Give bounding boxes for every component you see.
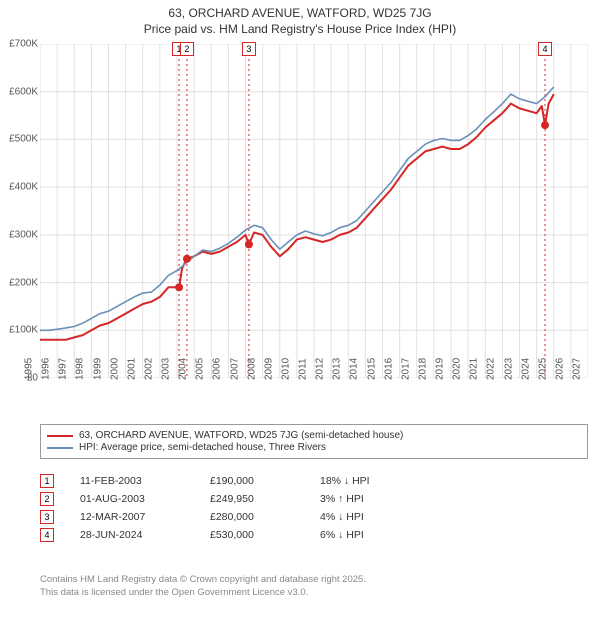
x-tick-label: 2022: [486, 358, 497, 380]
x-tick-label: 2011: [298, 358, 309, 380]
x-tick-label: 2012: [315, 358, 326, 380]
x-tick-label: 1996: [41, 358, 52, 380]
x-tick-label: 1995: [24, 358, 35, 380]
y-tick-label: £400K: [0, 182, 38, 193]
y-tick-label: £300K: [0, 229, 38, 240]
chart-area: £0£100K£200K£300K£400K£500K£600K£700K 12…: [40, 44, 588, 378]
x-tick-label: 2004: [178, 358, 189, 380]
x-tick-label: 2014: [349, 358, 360, 380]
x-tick-label: 2016: [383, 358, 394, 380]
y-tick-label: £100K: [0, 325, 38, 336]
x-tick-label: 2026: [554, 358, 565, 380]
y-tick-label: £700K: [0, 39, 38, 50]
x-tick-label: 1999: [92, 358, 103, 380]
marker-number-box: 4: [538, 42, 552, 56]
legend-swatch: [47, 447, 73, 449]
x-tick-label: 2023: [503, 358, 514, 380]
event-delta: 18% ↓ HPI: [320, 475, 370, 487]
x-tick-label: 2027: [572, 358, 583, 380]
x-tick-label: 2018: [417, 358, 428, 380]
footer-line-1: Contains HM Land Registry data © Crown c…: [40, 574, 588, 587]
legend-item: HPI: Average price, semi-detached house,…: [47, 442, 581, 453]
event-date: 28-JUN-2024: [80, 529, 210, 541]
marker-number-box: 2: [180, 42, 194, 56]
x-tick-label: 2002: [143, 358, 154, 380]
event-row: 4 28-JUN-2024£530,0006% ↓ HPI: [40, 528, 588, 542]
event-price: £530,000: [210, 529, 320, 541]
x-tick-label: 2013: [332, 358, 343, 380]
event-number: 4: [40, 528, 54, 542]
x-tick-label: 1998: [75, 358, 86, 380]
x-tick-label: 2005: [195, 358, 206, 380]
event-number: 1: [40, 474, 54, 488]
chart-svg: [40, 44, 588, 378]
legend-label: HPI: Average price, semi-detached house,…: [79, 442, 326, 453]
chart-title-line2: Price paid vs. HM Land Registry's House …: [0, 20, 600, 36]
event-price: £280,000: [210, 511, 320, 523]
x-tick-label: 2000: [109, 358, 120, 380]
event-number: 2: [40, 492, 54, 506]
chart-title-line1: 63, ORCHARD AVENUE, WATFORD, WD25 7JG: [0, 0, 600, 20]
footer: Contains HM Land Registry data © Crown c…: [40, 574, 588, 600]
x-tick-label: 2001: [126, 358, 137, 380]
legend: 63, ORCHARD AVENUE, WATFORD, WD25 7JG (s…: [40, 424, 588, 459]
event-date: 01-AUG-2003: [80, 493, 210, 505]
x-tick-label: 2010: [280, 358, 291, 380]
event-delta: 4% ↓ HPI: [320, 511, 364, 523]
x-tick-label: 2017: [400, 358, 411, 380]
event-row: 1 11-FEB-2003£190,00018% ↓ HPI: [40, 474, 588, 488]
x-axis-ticks: 1995199619971998199920002001200220032004…: [40, 380, 588, 420]
event-row: 2 01-AUG-2003£249,9503% ↑ HPI: [40, 492, 588, 506]
event-row: 3 12-MAR-2007£280,0004% ↓ HPI: [40, 510, 588, 524]
x-tick-label: 2019: [435, 358, 446, 380]
footer-line-2: This data is licensed under the Open Gov…: [40, 587, 588, 600]
y-tick-label: £500K: [0, 134, 38, 145]
x-tick-label: 2003: [161, 358, 172, 380]
event-price: £249,950: [210, 493, 320, 505]
x-tick-label: 2008: [246, 358, 257, 380]
event-delta: 3% ↑ HPI: [320, 493, 364, 505]
event-number: 3: [40, 510, 54, 524]
legend-item: 63, ORCHARD AVENUE, WATFORD, WD25 7JG (s…: [47, 430, 581, 441]
x-tick-label: 2024: [520, 358, 531, 380]
x-tick-label: 1997: [58, 358, 69, 380]
event-date: 12-MAR-2007: [80, 511, 210, 523]
x-tick-label: 2025: [537, 358, 548, 380]
event-delta: 6% ↓ HPI: [320, 529, 364, 541]
y-tick-label: £600K: [0, 86, 38, 97]
marker-number-box: 3: [242, 42, 256, 56]
x-tick-label: 2007: [229, 358, 240, 380]
x-tick-label: 2020: [452, 358, 463, 380]
x-tick-label: 2009: [263, 358, 274, 380]
event-date: 11-FEB-2003: [80, 475, 210, 487]
events-table: 1 11-FEB-2003£190,00018% ↓ HPI 2 01-AUG-200…: [40, 470, 588, 546]
y-tick-label: £200K: [0, 277, 38, 288]
x-tick-label: 2021: [469, 358, 480, 380]
legend-swatch: [47, 435, 73, 437]
legend-label: 63, ORCHARD AVENUE, WATFORD, WD25 7JG (s…: [79, 430, 403, 441]
event-price: £190,000: [210, 475, 320, 487]
x-tick-label: 2006: [212, 358, 223, 380]
page-container: 63, ORCHARD AVENUE, WATFORD, WD25 7JG Pr…: [0, 0, 600, 620]
x-tick-label: 2015: [366, 358, 377, 380]
